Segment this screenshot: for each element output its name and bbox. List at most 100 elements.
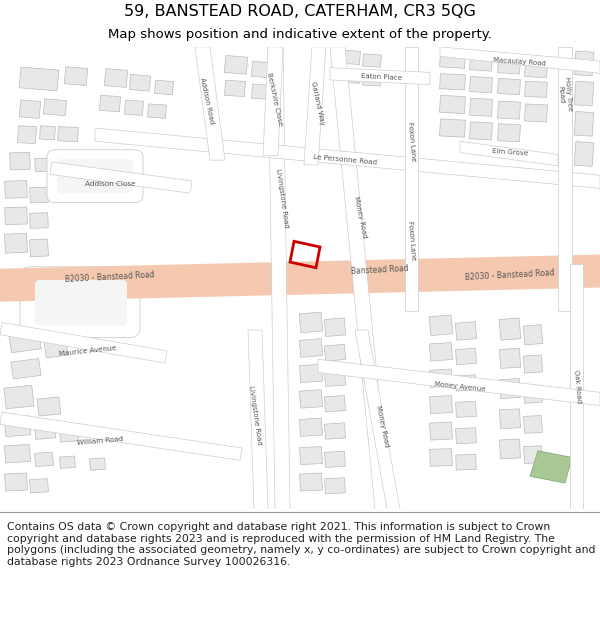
Bar [59, 428, 79, 442]
Bar [325, 478, 346, 494]
Bar [251, 84, 271, 99]
FancyBboxPatch shape [47, 150, 143, 202]
Bar [456, 454, 476, 470]
Polygon shape [405, 47, 418, 311]
Bar [4, 416, 31, 437]
Text: Eaton Place: Eaton Place [361, 73, 403, 81]
Text: Money Avenue: Money Avenue [434, 381, 486, 392]
Polygon shape [330, 68, 430, 84]
Bar [455, 375, 476, 391]
Bar [499, 439, 521, 459]
Polygon shape [0, 412, 242, 460]
Bar [574, 111, 594, 136]
Bar [325, 451, 346, 468]
Text: Le Personne Road: Le Personne Road [313, 154, 377, 166]
Text: Elm Grove: Elm Grove [492, 148, 528, 157]
Polygon shape [318, 359, 600, 406]
Bar [497, 59, 520, 74]
Bar [299, 339, 323, 357]
Bar [574, 142, 594, 166]
Polygon shape [268, 47, 290, 509]
Bar [59, 456, 76, 468]
Bar [44, 338, 68, 358]
Bar [58, 127, 79, 142]
Bar [455, 401, 476, 418]
Bar [455, 428, 476, 444]
Polygon shape [440, 47, 600, 73]
Polygon shape [50, 162, 192, 193]
Bar [299, 446, 322, 464]
Polygon shape [570, 264, 583, 509]
Bar [124, 100, 143, 116]
Polygon shape [558, 47, 572, 311]
Bar [11, 359, 41, 379]
Bar [4, 386, 34, 409]
Polygon shape [95, 128, 600, 189]
Polygon shape [355, 330, 400, 509]
Bar [224, 56, 248, 74]
Bar [524, 104, 547, 122]
Bar [43, 99, 67, 116]
FancyBboxPatch shape [35, 280, 127, 326]
Bar [440, 54, 466, 69]
Bar [325, 370, 346, 386]
Bar [499, 409, 521, 429]
Bar [574, 51, 594, 76]
Text: William Road: William Road [77, 436, 124, 446]
Bar [148, 104, 166, 118]
Bar [497, 124, 520, 142]
Bar [35, 452, 53, 466]
Bar [64, 67, 88, 86]
Bar [299, 390, 323, 408]
Text: Money Road: Money Road [353, 195, 367, 238]
Polygon shape [248, 330, 268, 509]
Bar [34, 422, 56, 439]
Polygon shape [460, 141, 558, 166]
Bar [10, 152, 31, 170]
Text: Contains OS data © Crown copyright and database right 2021. This information is : Contains OS data © Crown copyright and d… [7, 522, 596, 567]
Bar [325, 423, 346, 439]
Bar [4, 444, 31, 463]
Bar [470, 98, 493, 116]
Bar [455, 348, 476, 364]
Bar [325, 344, 346, 361]
Text: B2030 - Banstead Road: B2030 - Banstead Road [465, 269, 555, 282]
Bar [430, 396, 452, 414]
Text: Banstead Road: Banstead Road [351, 264, 409, 276]
Bar [340, 69, 361, 83]
Text: Holly Tree
Road: Holly Tree Road [557, 76, 573, 112]
Polygon shape [330, 47, 390, 509]
Bar [523, 324, 543, 345]
Bar [19, 100, 41, 119]
Bar [89, 458, 106, 470]
Polygon shape [263, 47, 283, 156]
Bar [440, 74, 466, 90]
Text: Oak Road: Oak Road [572, 370, 581, 404]
Bar [5, 473, 28, 491]
Polygon shape [0, 322, 167, 363]
Bar [470, 76, 493, 92]
Bar [455, 322, 477, 340]
Bar [130, 74, 151, 91]
Text: Garland Way: Garland Way [310, 81, 326, 126]
Bar [29, 479, 49, 493]
Bar [40, 126, 55, 140]
Polygon shape [304, 47, 326, 165]
Text: Addison Road: Addison Road [199, 77, 215, 124]
Bar [299, 364, 323, 382]
Bar [523, 355, 542, 373]
Text: Macaulay Road: Macaulay Road [493, 57, 547, 67]
Bar [9, 330, 41, 352]
Text: Livingstone Road: Livingstone Road [248, 385, 262, 445]
Bar [430, 342, 452, 361]
Bar [299, 473, 322, 491]
Bar [299, 312, 323, 332]
Bar [440, 119, 466, 137]
Bar [499, 379, 521, 399]
Text: Map shows position and indicative extent of the property.: Map shows position and indicative extent… [108, 28, 492, 41]
Bar [499, 348, 521, 368]
Text: Berkshire Close: Berkshire Close [266, 72, 284, 126]
Bar [299, 418, 323, 436]
Bar [19, 67, 59, 91]
Polygon shape [195, 47, 225, 160]
